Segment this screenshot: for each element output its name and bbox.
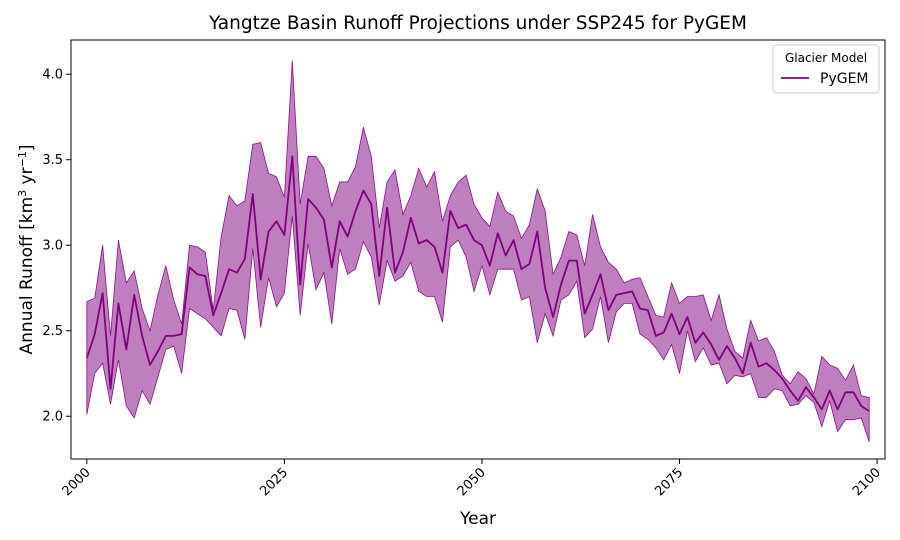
legend-label-pygem: PyGEM — [820, 71, 869, 87]
y-axis-label: Annual Runoff [km3 yr−1] — [16, 145, 38, 355]
x-tick-label: 2025 — [257, 465, 291, 499]
x-tick-label: 2075 — [652, 465, 686, 499]
x-tick-label: 2050 — [455, 465, 489, 499]
series-line-pygem — [85, 155, 870, 412]
y-tick-label: 2.0 — [42, 410, 63, 425]
y-axis-label-sup1: 3 — [16, 190, 29, 197]
legend-title: Glacier Model — [785, 51, 867, 65]
legend-box — [772, 44, 880, 94]
y-tick-label: 2.5 — [42, 324, 63, 339]
y-axis-label-part2: yr — [17, 167, 37, 189]
x-tick-label: 2000 — [60, 465, 94, 499]
y-axis-label-part1: Annual Runoff [km — [17, 197, 37, 355]
plot-frame — [70, 39, 886, 460]
uncertainty-band-pygem — [86, 60, 870, 443]
y-tick-label: 3.0 — [42, 239, 63, 254]
y-axis-label-sup2: −1 — [16, 151, 29, 167]
chart-title: Yangtze Basin Runoff Projections under S… — [208, 13, 747, 34]
y-axis-label-part3: ] — [17, 145, 37, 152]
legend: Glacier Model PyGEM — [772, 44, 880, 94]
x-tick-label: 2100 — [850, 465, 884, 499]
y-tick-label: 3.5 — [42, 153, 63, 168]
y-tick-label: 4.0 — [42, 68, 63, 83]
x-axis-label: Year — [459, 509, 496, 529]
